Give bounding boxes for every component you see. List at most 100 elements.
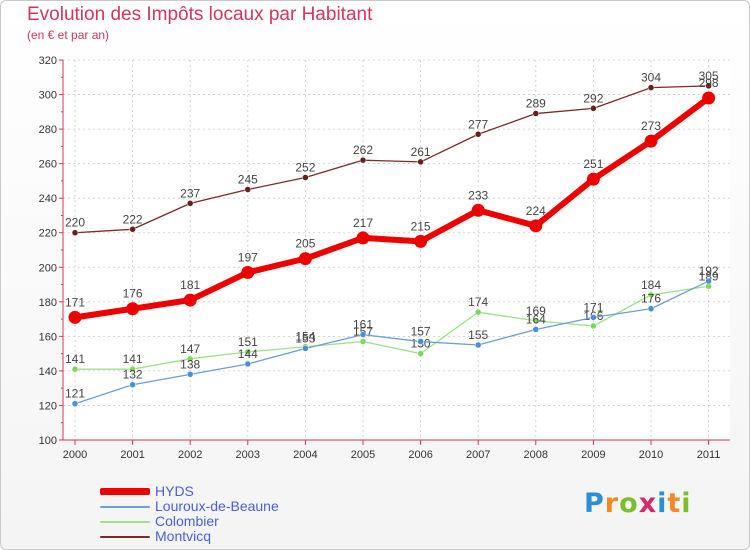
legend-swatch bbox=[100, 520, 150, 523]
data-label-colombier: 141 bbox=[65, 352, 85, 366]
data-point-hyds bbox=[126, 302, 140, 316]
data-point-louroux-de-beaune bbox=[417, 338, 424, 345]
data-label-montvicq: 261 bbox=[411, 145, 431, 159]
data-point-louroux-de-beaune bbox=[647, 305, 655, 312]
data-label-colombier: 184 bbox=[641, 278, 661, 292]
y-tick-label: 180 bbox=[39, 297, 57, 309]
legend-item: Louroux-de-Beaune bbox=[100, 499, 279, 514]
data-label-hyds: 217 bbox=[353, 216, 373, 230]
data-label-montvicq: 305 bbox=[699, 69, 719, 83]
data-point-hyds bbox=[183, 293, 197, 307]
data-point-colombier bbox=[647, 291, 655, 299]
data-label-colombier: 174 bbox=[468, 295, 488, 309]
data-label-colombier: 141 bbox=[123, 352, 143, 366]
data-point-louroux-de-beaune bbox=[302, 345, 309, 352]
legend: HYDS Louroux-de-Beaune Colombier Montvicq bbox=[100, 484, 279, 544]
data-point-louroux-de-beaune bbox=[474, 341, 482, 349]
y-tick-label: 280 bbox=[39, 124, 57, 136]
x-tick-label: 2003 bbox=[236, 449, 260, 461]
data-point-montvicq bbox=[129, 226, 136, 233]
data-point-colombier bbox=[244, 348, 252, 356]
legend-swatch bbox=[100, 488, 150, 495]
y-tick-label: 320 bbox=[39, 55, 57, 67]
x-tick-label: 2007 bbox=[466, 449, 490, 461]
proxiti-logo: Proxiti bbox=[584, 488, 692, 519]
data-label-louroux-de-beaune: 138 bbox=[180, 357, 200, 371]
data-label-hyds: 171 bbox=[65, 295, 85, 309]
y-tick-label: 300 bbox=[39, 90, 57, 102]
legend-item: Montvicq bbox=[100, 529, 279, 544]
series-line-hyds bbox=[72, 95, 712, 321]
series-line-montvicq bbox=[74, 85, 710, 234]
data-point-hyds bbox=[356, 231, 370, 245]
data-label-montvicq: 220 bbox=[65, 216, 85, 230]
data-point-hyds bbox=[529, 219, 543, 233]
legend-label: Montvicq bbox=[155, 528, 212, 544]
data-label-colombier: 189 bbox=[699, 269, 719, 283]
logo-letter: i bbox=[681, 488, 692, 519]
logo-letter: o bbox=[619, 488, 639, 519]
data-point-louroux-de-beaune bbox=[244, 360, 252, 368]
data-point-louroux-de-beaune bbox=[129, 381, 136, 388]
data-point-louroux-de-beaune bbox=[532, 326, 540, 333]
y-tick-label: 120 bbox=[39, 400, 57, 412]
data-label-louroux-de-beaune: 132 bbox=[123, 368, 143, 382]
y-tick-label: 140 bbox=[39, 366, 57, 378]
data-point-montvicq bbox=[186, 200, 194, 207]
data-point-louroux-de-beaune bbox=[186, 371, 194, 378]
data-point-hyds bbox=[68, 310, 82, 324]
data-label-colombier: 147 bbox=[180, 342, 200, 356]
x-tick-label: 2002 bbox=[178, 449, 202, 461]
data-point-montvicq bbox=[705, 82, 712, 90]
data-point-colombier bbox=[532, 317, 540, 325]
logo-letter: r bbox=[604, 488, 620, 519]
data-label-louroux-de-beaune: 157 bbox=[411, 325, 431, 339]
data-label-louroux-de-beaune: 171 bbox=[583, 300, 603, 314]
series-line-louroux-de-beaune bbox=[74, 280, 710, 405]
data-label-montvicq: 289 bbox=[526, 97, 546, 111]
y-tick-label: 240 bbox=[39, 193, 57, 205]
data-point-louroux-de-beaune bbox=[705, 277, 712, 285]
data-label-montvicq: 222 bbox=[123, 212, 143, 226]
chart-title: Evolution des Impôts locaux par Habitant bbox=[27, 4, 373, 25]
logo-letter: t bbox=[667, 488, 682, 519]
y-tick-label: 260 bbox=[39, 159, 57, 171]
data-point-louroux-de-beaune bbox=[71, 400, 79, 407]
data-point-montvicq bbox=[532, 110, 540, 117]
x-tick-label: 2009 bbox=[581, 449, 605, 461]
data-label-louroux-de-beaune: 164 bbox=[526, 312, 546, 326]
chart-subtitle: (en € et par an) bbox=[27, 28, 110, 42]
data-point-hyds bbox=[298, 252, 312, 266]
legend-item: Colombier bbox=[100, 514, 279, 529]
x-tick-label: 2004 bbox=[293, 449, 317, 461]
data-point-montvicq bbox=[647, 84, 655, 91]
data-label-hyds: 233 bbox=[468, 188, 488, 202]
data-point-montvicq bbox=[244, 186, 252, 193]
x-tick-label: 2008 bbox=[524, 449, 548, 461]
data-label-hyds: 205 bbox=[295, 237, 315, 251]
data-point-hyds bbox=[414, 234, 428, 248]
data-label-montvicq: 277 bbox=[468, 117, 488, 131]
data-label-louroux-de-beaune: 121 bbox=[65, 387, 85, 401]
data-label-hyds: 224 bbox=[526, 204, 546, 218]
data-point-hyds bbox=[644, 134, 658, 148]
data-point-montvicq bbox=[359, 156, 367, 164]
y-tick-label: 220 bbox=[39, 228, 57, 240]
data-label-hyds: 251 bbox=[583, 157, 603, 171]
x-tick-label: 2000 bbox=[63, 449, 87, 461]
plot-area bbox=[63, 60, 730, 440]
y-tick-label: 200 bbox=[39, 262, 57, 274]
series-line-colombier bbox=[74, 285, 710, 370]
y-tick-label: 160 bbox=[39, 331, 57, 343]
logo-letter: P bbox=[584, 488, 605, 519]
data-point-montvicq bbox=[590, 105, 597, 112]
data-point-colombier bbox=[417, 350, 424, 357]
data-label-montvicq: 245 bbox=[238, 173, 258, 187]
data-label-montvicq: 237 bbox=[180, 186, 200, 200]
data-point-louroux-de-beaune bbox=[590, 314, 597, 321]
data-label-montvicq: 252 bbox=[295, 160, 315, 174]
data-point-hyds bbox=[702, 91, 716, 105]
data-point-hyds bbox=[241, 265, 255, 279]
legend-item: HYDS bbox=[100, 484, 279, 499]
